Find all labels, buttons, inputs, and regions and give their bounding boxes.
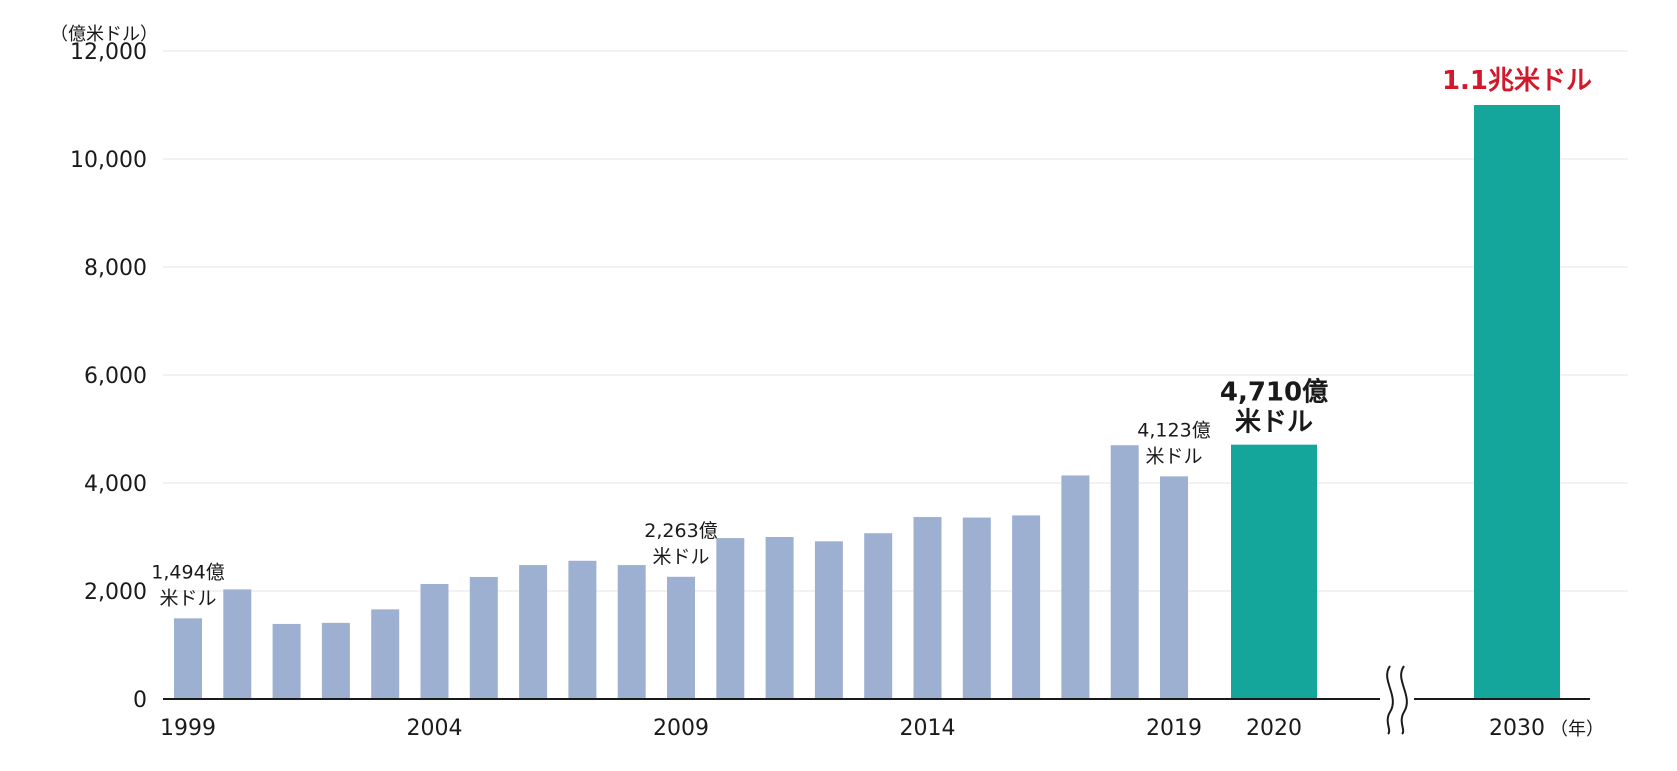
- data-label-2019: 4,123億: [1137, 419, 1210, 441]
- bar-1999: [174, 618, 202, 699]
- x-axis-ticks: 1999 2004 2009 2014 2019 2020 2030: [160, 716, 1545, 741]
- x-tick-label: 2009: [653, 716, 709, 741]
- y-tick-label: 10,000: [70, 148, 147, 173]
- bar-2014: [913, 517, 942, 699]
- data-label-2020: 米ドル: [1235, 408, 1313, 438]
- bar-2018: [1110, 445, 1139, 699]
- y-axis-ticks: 0 2,000 4,000 6,000 8,000 10,000 12,000: [70, 40, 147, 713]
- bar-2007: [568, 560, 597, 699]
- bar-2004: [420, 583, 449, 699]
- y-tick-label: 6,000: [84, 364, 147, 389]
- data-label-2030: 1.1兆米ドル: [1442, 66, 1592, 96]
- y-tick-label: 0: [133, 688, 147, 713]
- bar-2003: [371, 609, 400, 699]
- bar-2010: [716, 538, 745, 699]
- bar-2001: [272, 623, 301, 699]
- bar-2013: [864, 533, 893, 699]
- y-axis-unit-label: （億米ドル）: [50, 24, 158, 45]
- y-tick-label: 8,000: [84, 256, 147, 281]
- bar-2009: [667, 576, 695, 699]
- annotations: 1,494億米ドル2,263億米ドル4,123億米ドル4,710億米ドル1.1兆…: [151, 66, 1592, 609]
- y-tick-label: 12,000: [70, 40, 147, 65]
- bar-2020: [1231, 444, 1317, 699]
- x-tick-label: 1999: [160, 716, 216, 741]
- y-tick-label: 4,000: [84, 472, 147, 497]
- bar-2017: [1061, 475, 1090, 699]
- x-tick-label: 2030: [1489, 716, 1545, 741]
- bar-2000: [223, 589, 252, 699]
- bar-2030: [1474, 105, 1560, 699]
- bar-2016: [1012, 515, 1041, 699]
- x-tick-label: 2014: [900, 716, 956, 741]
- bar-2002: [321, 622, 350, 699]
- data-label-2019: 米ドル: [1145, 445, 1202, 467]
- x-tick-label: 2019: [1146, 716, 1202, 741]
- bar-2005: [469, 576, 498, 699]
- bar-2008: [617, 565, 646, 699]
- data-label-1999: 1,494億: [151, 561, 224, 583]
- axis-break-mark: [1380, 665, 1414, 735]
- data-label-2009: 2,263億: [644, 520, 717, 542]
- x-tick-label: 2020: [1246, 716, 1302, 741]
- bar-2006: [519, 565, 548, 699]
- data-label-1999: 米ドル: [159, 587, 216, 609]
- bars: [174, 105, 1560, 699]
- data-label-2020: 4,710億: [1220, 378, 1328, 408]
- bar-2019: [1160, 476, 1188, 699]
- y-tick-label: 2,000: [84, 580, 147, 605]
- bar-2012: [814, 541, 843, 699]
- bar-2011: [765, 537, 794, 699]
- x-axis-unit-label: （年）: [1550, 719, 1604, 740]
- gridlines: [163, 50, 1628, 592]
- data-label-2009: 米ドル: [652, 546, 709, 568]
- bar-2015: [962, 517, 991, 699]
- x-tick-label: 2004: [407, 716, 463, 741]
